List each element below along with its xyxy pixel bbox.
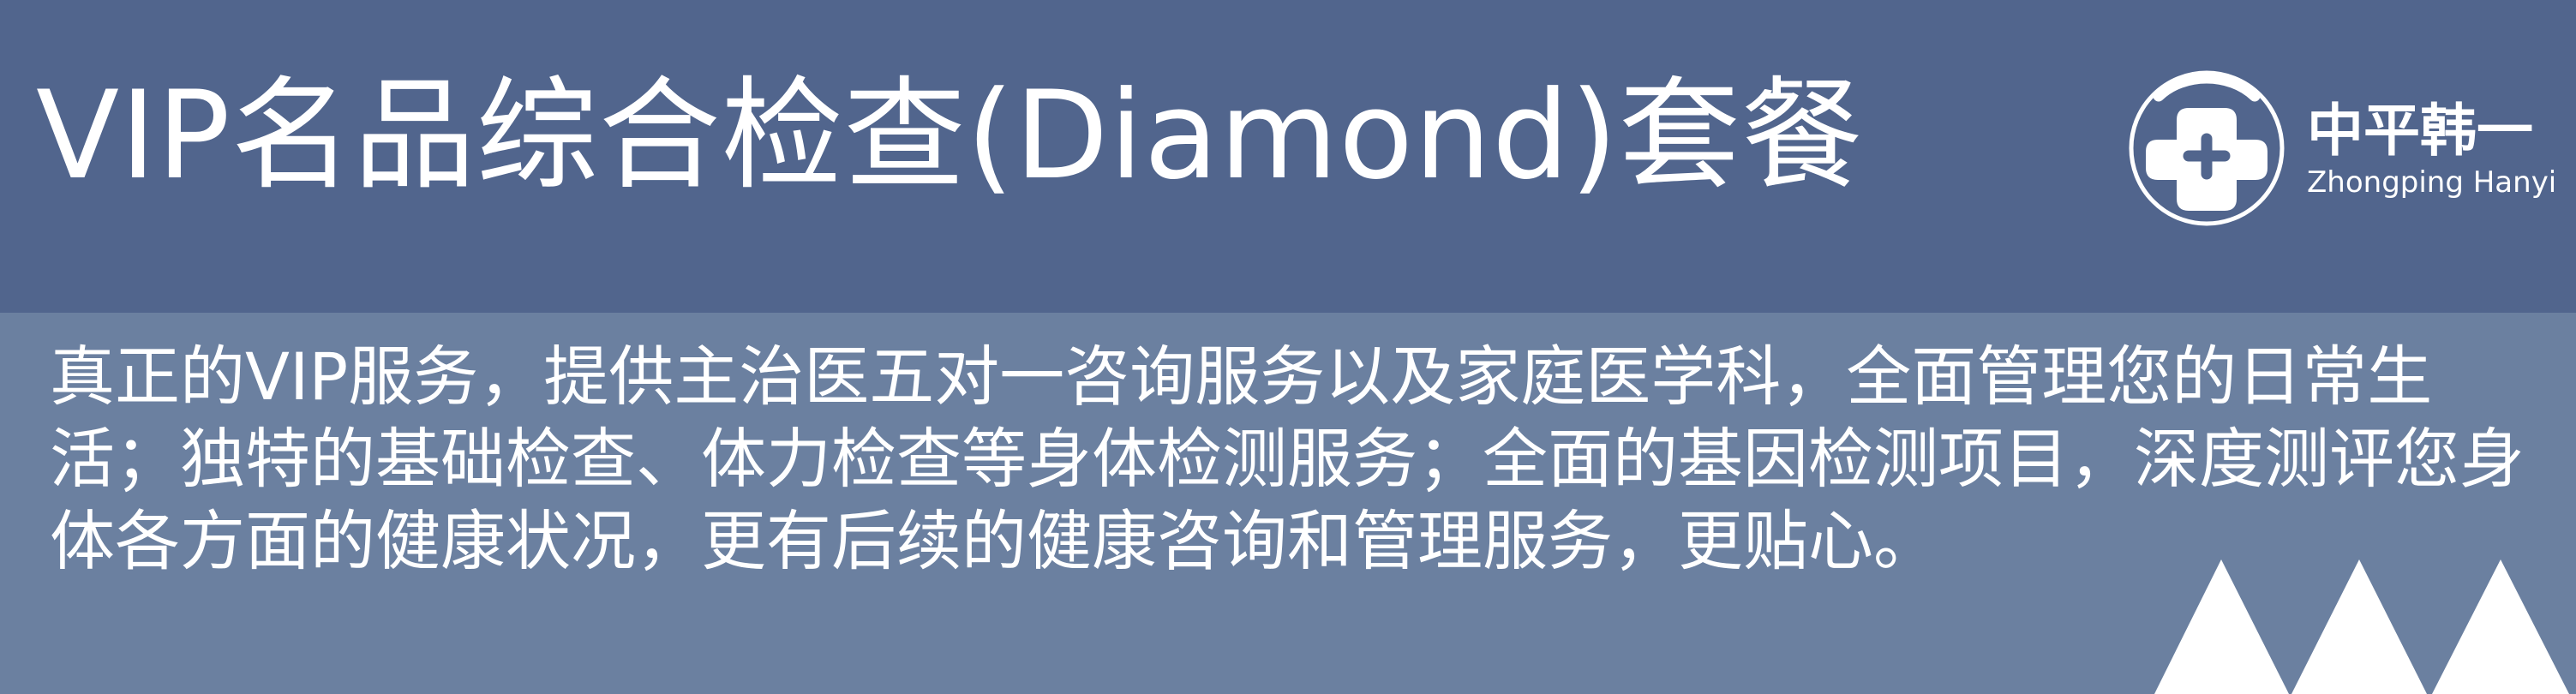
header-banner: VIP名品综合检查(Diamond)套餐 中平韩一 Zhongping Hany… [0,0,2576,313]
brand-name-cn: 中平韩一 [2307,98,2533,164]
medical-cross-icon [2129,70,2285,226]
triangle-decoration [2154,559,2569,694]
brand-logo: 中平韩一 Zhongping Hanyi [2117,58,2562,238]
brand-name-en: Zhongping Hanyi [2307,165,2557,200]
package-description: 真正的VIP服务，提供主治医五对一咨询服务以及家庭医学科，全面管理您的日常生活；… [50,338,2525,579]
package-title: VIP名品综合检查(Diamond)套餐 [36,65,1864,206]
